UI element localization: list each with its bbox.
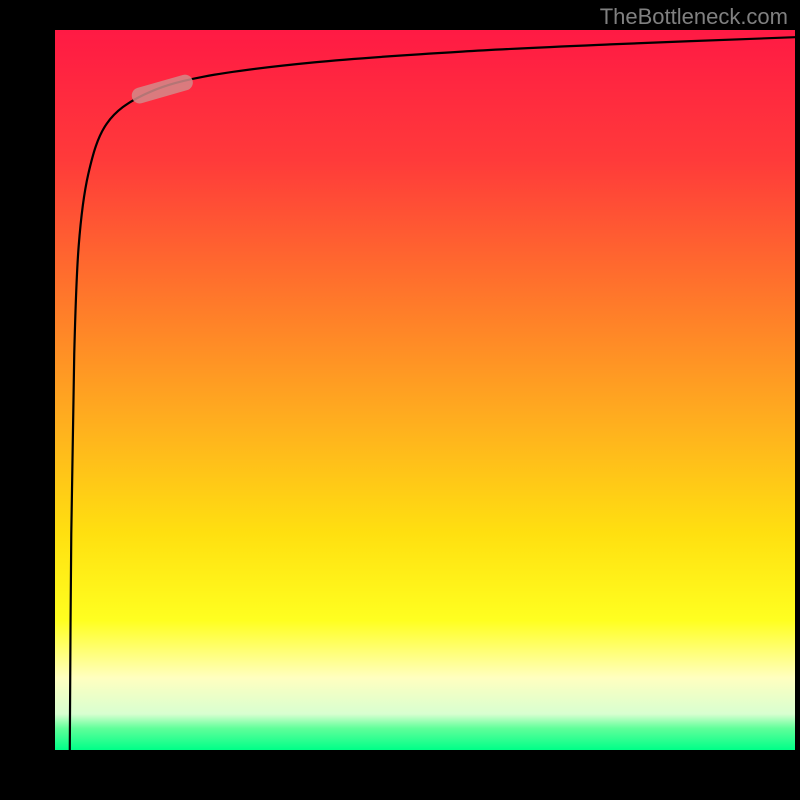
chart-stage: TheBottleneck.com bbox=[0, 0, 800, 800]
watermark-text: TheBottleneck.com bbox=[600, 4, 788, 30]
plot-area bbox=[55, 30, 795, 750]
chart-svg bbox=[0, 0, 800, 800]
